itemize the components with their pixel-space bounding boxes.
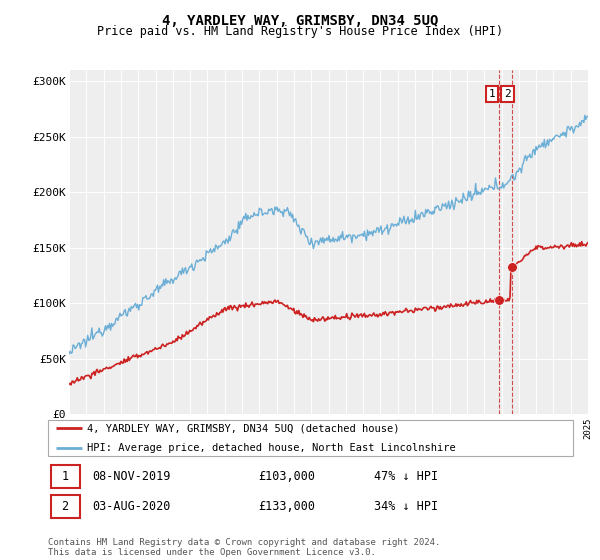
Text: HPI: Average price, detached house, North East Lincolnshire: HPI: Average price, detached house, Nort… (88, 444, 456, 454)
Text: 08-NOV-2019: 08-NOV-2019 (92, 470, 171, 483)
FancyBboxPatch shape (48, 420, 573, 456)
FancyBboxPatch shape (50, 495, 79, 517)
Text: 2: 2 (504, 89, 511, 99)
Text: 03-AUG-2020: 03-AUG-2020 (92, 500, 171, 513)
Text: £103,000: £103,000 (258, 470, 315, 483)
Text: Price paid vs. HM Land Registry's House Price Index (HPI): Price paid vs. HM Land Registry's House … (97, 25, 503, 38)
Text: 4, YARDLEY WAY, GRIMSBY, DN34 5UQ (detached house): 4, YARDLEY WAY, GRIMSBY, DN34 5UQ (detac… (88, 423, 400, 433)
Text: £133,000: £133,000 (258, 500, 315, 513)
Text: 34% ↓ HPI: 34% ↓ HPI (373, 500, 437, 513)
Text: 1: 1 (488, 89, 496, 99)
Text: 1: 1 (62, 470, 68, 483)
Text: 4, YARDLEY WAY, GRIMSBY, DN34 5UQ: 4, YARDLEY WAY, GRIMSBY, DN34 5UQ (162, 14, 438, 28)
FancyBboxPatch shape (50, 465, 79, 488)
Text: Contains HM Land Registry data © Crown copyright and database right 2024.
This d: Contains HM Land Registry data © Crown c… (48, 538, 440, 557)
Text: 47% ↓ HPI: 47% ↓ HPI (373, 470, 437, 483)
Text: 2: 2 (62, 500, 68, 513)
